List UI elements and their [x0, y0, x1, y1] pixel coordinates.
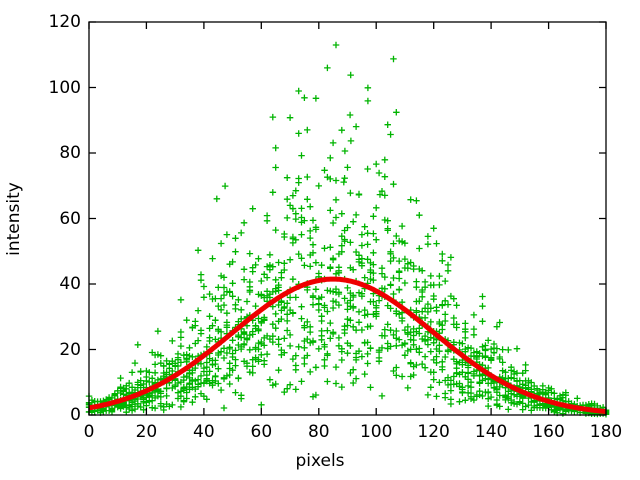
x-tick-label: 20 [135, 422, 158, 442]
y-tick-label: 20 [59, 339, 81, 360]
x-tick-label: 140 [474, 422, 508, 442]
y-tick-label: 80 [59, 143, 81, 163]
y-tick-label: 120 [48, 12, 81, 32]
x-tick-label: 100 [359, 422, 393, 442]
x-tick-label: 60 [250, 422, 273, 442]
x-tick-label: 0 [83, 422, 95, 442]
y-tick-label: 60 [59, 208, 81, 229]
x-tick-label: 160 [532, 422, 565, 442]
x-tick-label: 80 [307, 422, 330, 442]
plot-frame-and-ticks [88, 21, 607, 416]
x-axis-label: pixels [295, 451, 345, 471]
x-tick-label: 120 [417, 422, 450, 442]
y-tick-label: 0 [70, 405, 81, 425]
x-tick-label: 180 [589, 422, 623, 442]
gaussian-fit-curve [88, 276, 607, 415]
scatter-series [85, 41, 610, 418]
y-tick-label: 100 [48, 77, 81, 98]
x-tick-label: 40 [193, 422, 215, 442]
y-tick-label: 40 [59, 274, 81, 294]
y-axis-label: intensity [4, 182, 24, 256]
